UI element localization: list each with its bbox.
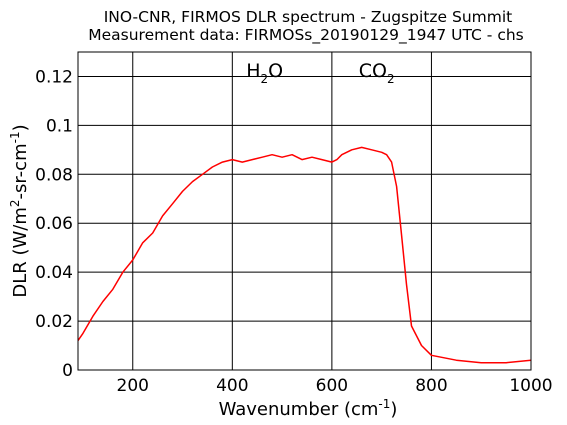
plot-frame [77,51,532,371]
y-axis-label: DLR (W/m2-sr-cm-1) [8,124,31,297]
series-group [78,146,531,364]
y-tick-label: 0.08 [35,165,73,185]
y-tick-label: 0.1 [46,116,73,136]
y-tick-label: 0.02 [35,312,73,332]
y-axis-ticks: 0 0.02 0.04 0.06 0.08 0.1 0.12 [35,67,73,381]
chart-title: INO-CNR, FIRMOS DLR spectrum - Zugspitze… [104,8,513,26]
chart-subtitle: Measurement data: FIRMOSs_20190129_1947 … [88,26,524,45]
series-line [78,146,531,364]
y-tick-label: 0.06 [35,214,73,234]
y-tick-label: 0.04 [35,263,73,283]
x-axis-label: Wavenumber (cm-1) [219,397,398,420]
y-tick-label: 0.12 [35,67,73,87]
x-tick-label: 400 [216,376,248,396]
x-tick-label: 200 [117,376,149,396]
x-tick-label: 1000 [509,376,552,396]
y-tick-label: 0 [62,361,73,381]
annotation-label: H2O [246,60,283,86]
x-tick-label: 800 [415,376,447,396]
x-tick-label: 600 [316,376,348,396]
x-axis-ticks: 200 400 600 800 1000 [117,376,553,396]
spectrum-series [78,146,531,364]
annotations: H2O CO2 [246,60,394,86]
annotation-label: CO2 [359,60,395,86]
